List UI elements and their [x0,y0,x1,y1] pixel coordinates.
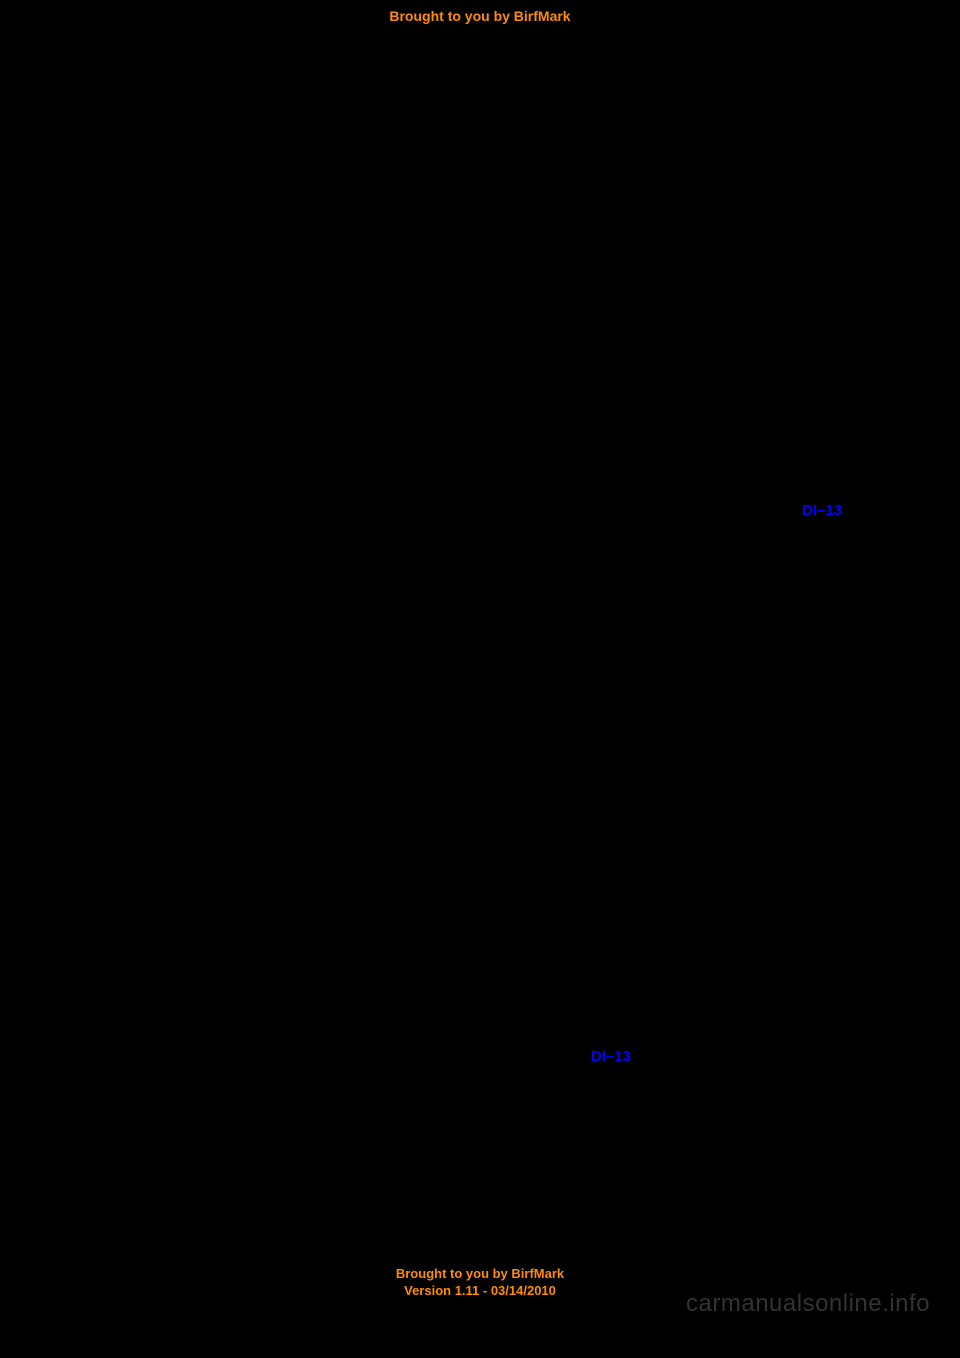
page-link-2[interactable]: DI–13 [591,1048,631,1065]
page-link-1[interactable]: DI–13 [802,502,842,519]
bottom-banner-line1: Brought to you by BirfMark [396,1266,564,1281]
top-banner: Brought to you by BirfMark [0,8,960,24]
watermark: carmanualsonline.info [686,1290,930,1318]
